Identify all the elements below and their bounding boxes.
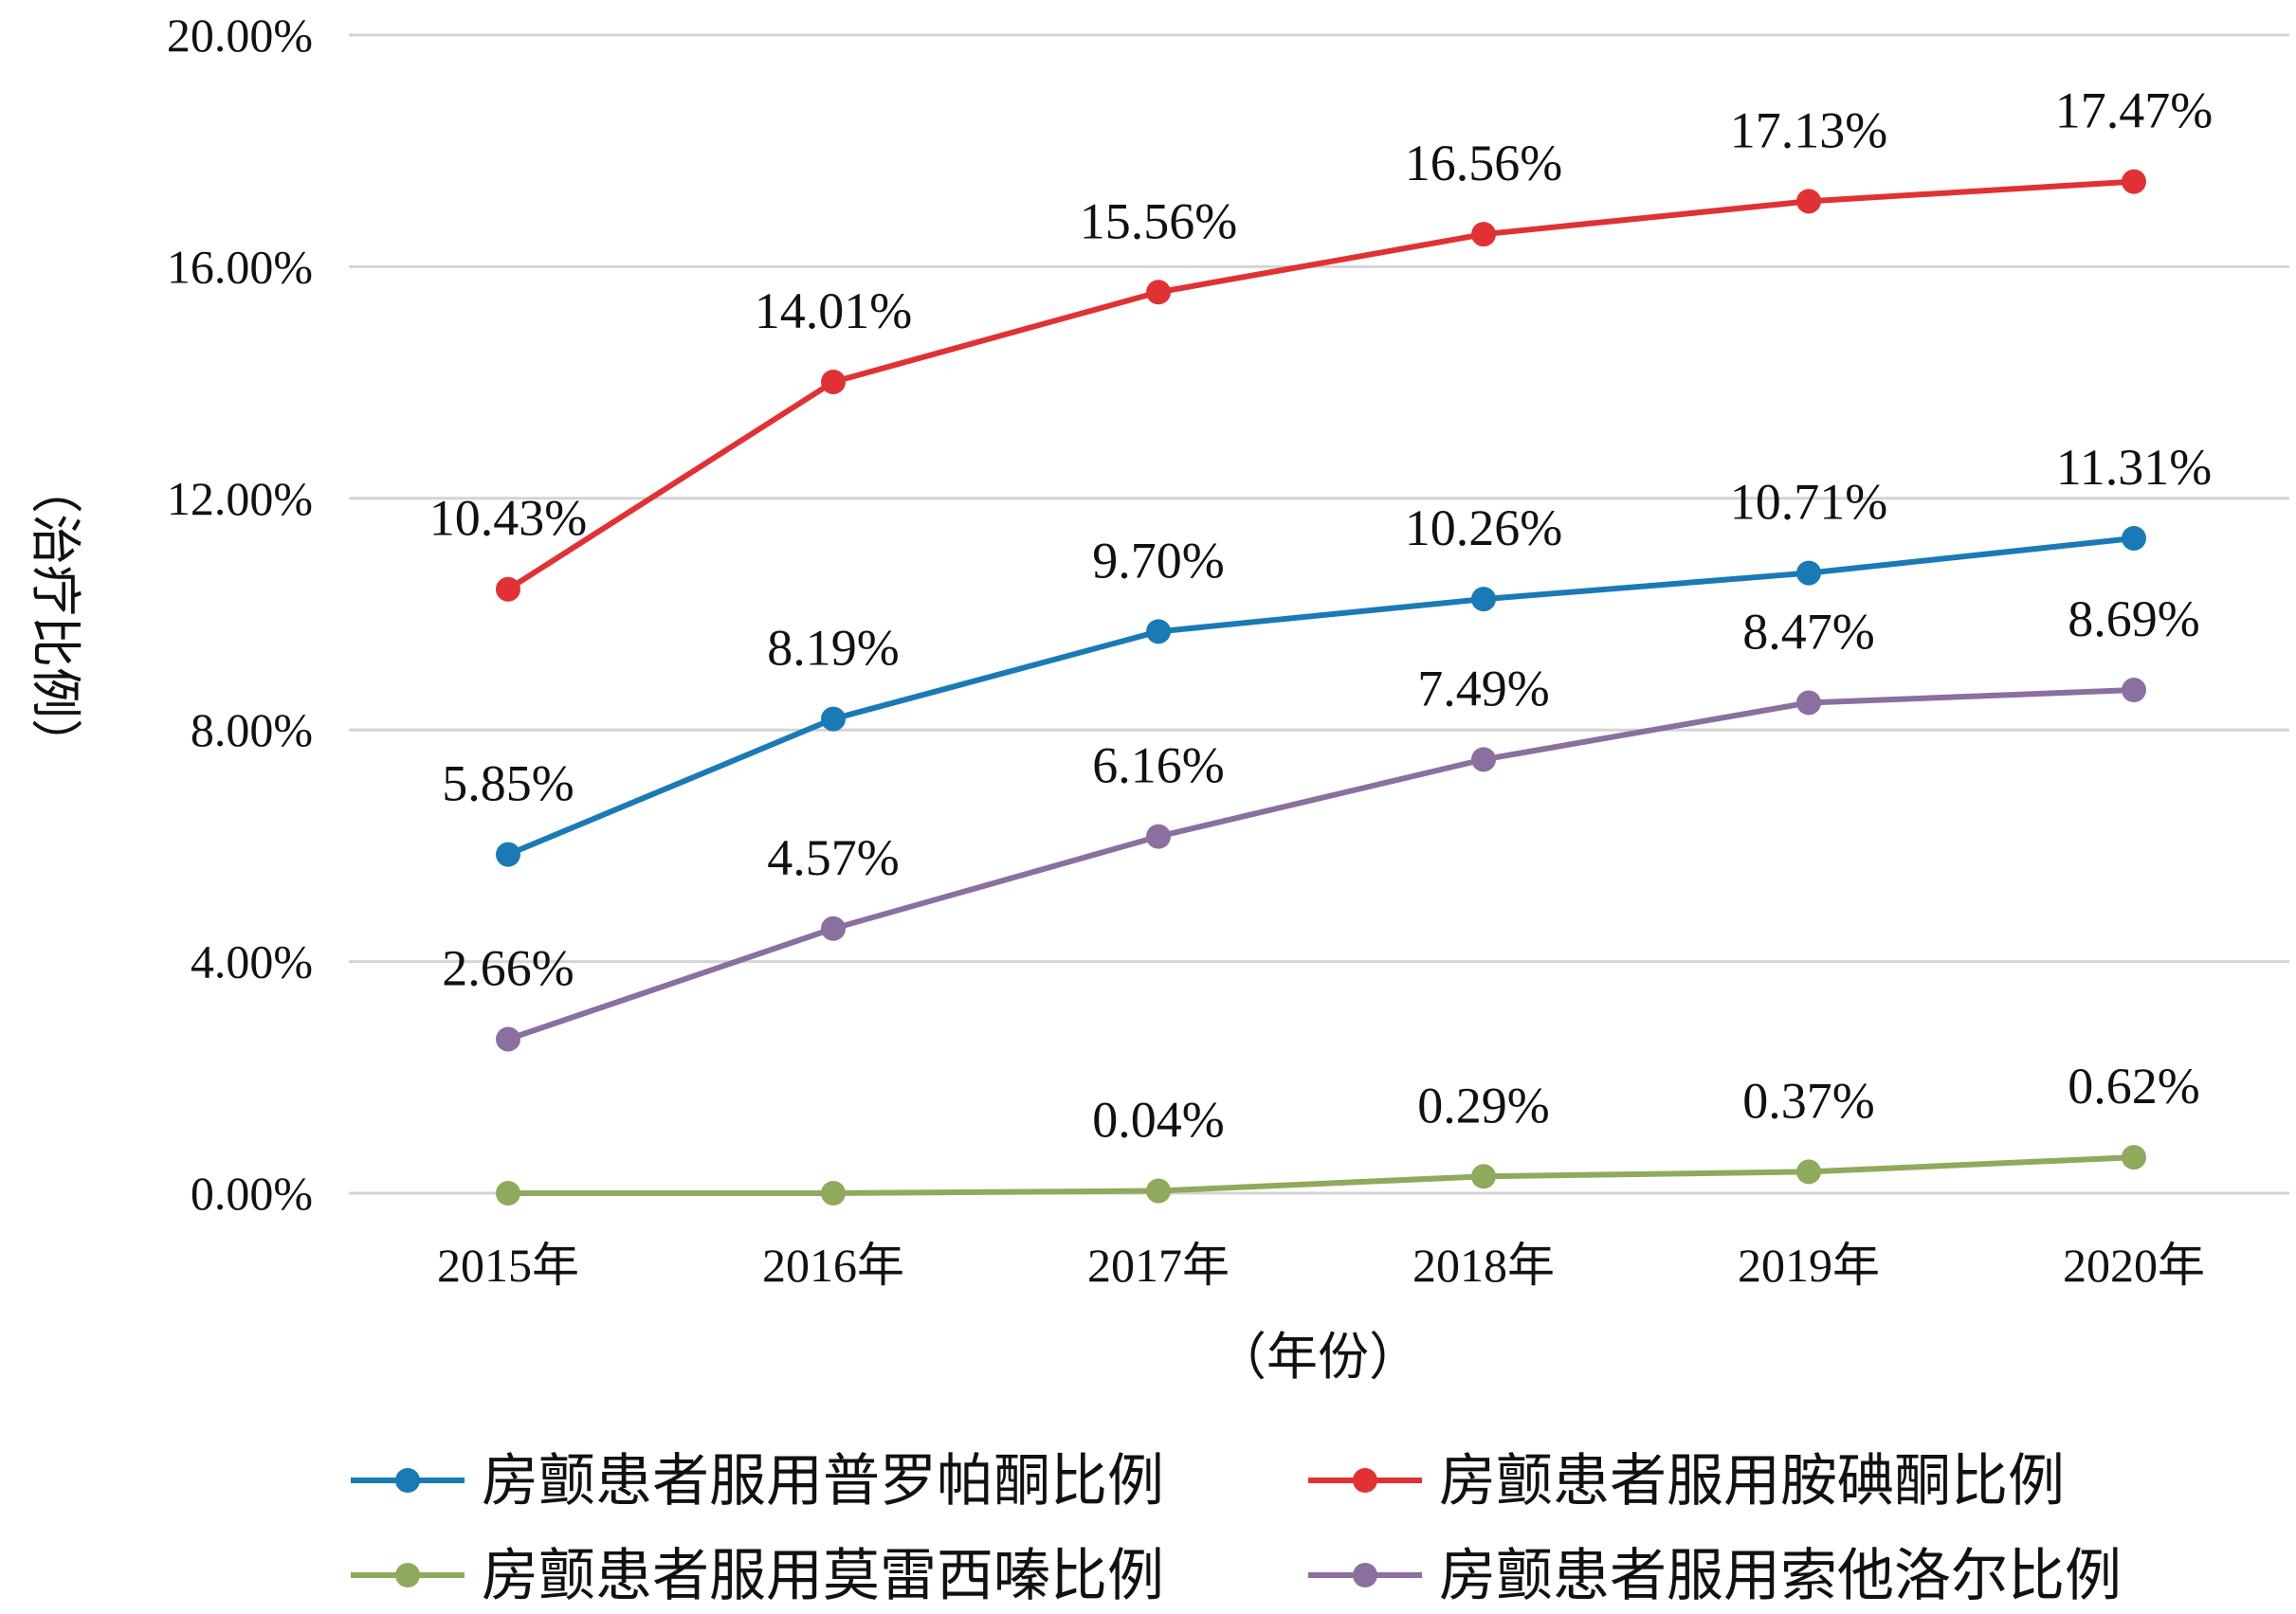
data-point [821, 1181, 846, 1206]
data-label: 10.71% [1730, 474, 1887, 531]
series-line [508, 1154, 2135, 1196]
y-tick-label: 8.00% [191, 703, 313, 756]
y-tick-label: 20.00% [167, 9, 313, 62]
legend-marker [1353, 1468, 1377, 1493]
data-label: 8.69% [2068, 590, 2199, 647]
data-point [2122, 1145, 2146, 1170]
x-tick-label: 2017年 [1087, 1239, 1230, 1292]
data-point [1146, 280, 1171, 305]
data-label: 2.66% [442, 939, 574, 996]
data-label: 10.43% [429, 490, 587, 547]
data-point [1796, 1159, 1821, 1185]
legend-item: 房颤患者服用普罗帕酮比例 [351, 1450, 1164, 1513]
data-labels: 5.85% 8.19% 9.70% 10.26% 10.71% 11.31% 10.43% 1… [429, 82, 2213, 1149]
y-axis-title: （治疗比例） [27, 462, 83, 770]
data-point [1146, 824, 1171, 849]
data-point [496, 1181, 520, 1206]
x-tick-label: 2019年 [1738, 1239, 1880, 1292]
data-label: 8.19% [767, 620, 899, 677]
y-tick-label: 0.00% [191, 1167, 313, 1220]
data-point [1796, 690, 1821, 716]
data-point [1471, 587, 1496, 612]
data-label: 6.16% [1092, 737, 1224, 794]
data-point [1471, 1164, 1496, 1189]
legend-marker [1353, 1563, 1377, 1587]
legend-item: 房颤患者服用胺碘酮比例 [1308, 1450, 2065, 1513]
data-point [1146, 619, 1171, 644]
legend-label: 房颤患者服用索他洛尔比例 [1439, 1545, 2122, 1607]
data-point [1146, 1178, 1171, 1204]
series-line [506, 535, 2135, 858]
y-tick-label: 4.00% [191, 935, 313, 988]
legend-marker [395, 1468, 420, 1493]
data-point [821, 706, 846, 732]
data-label: 0.62% [2068, 1058, 2199, 1115]
data-label: 8.47% [1742, 603, 1874, 660]
data-label: 15.56% [1080, 192, 1237, 249]
legend-item: 房颤患者服用莫雷西嗪比例 [351, 1545, 1164, 1607]
data-label: 4.57% [767, 829, 899, 886]
x-tick-label: 2020年 [2063, 1239, 2205, 1292]
legend-item: 房颤患者服用索他洛尔比例 [1308, 1545, 2122, 1607]
data-label: 10.26% [1405, 499, 1562, 556]
data-label: 5.85% [442, 755, 574, 812]
legend-label: 房颤患者服用普罗帕酮比例 [482, 1450, 1164, 1513]
y-axis-ticks: 0.00% 4.00% 8.00% 12.00% 16.00% 20.00% [167, 9, 313, 1220]
legend-marker [395, 1563, 420, 1587]
y-tick-label: 16.00% [167, 240, 313, 293]
data-label: 0.29% [1417, 1077, 1549, 1133]
gridlines [349, 33, 2289, 1195]
data-label: 9.70% [1092, 532, 1224, 589]
series-group [496, 169, 2146, 1206]
x-tick-label: 2016年 [762, 1239, 904, 1292]
x-tick-label: 2018年 [1412, 1239, 1555, 1292]
x-axis-ticks: 2015年 2016年 2017年 2018年 2019年 2020年 [437, 1239, 2205, 1292]
data-label: 0.37% [1742, 1072, 1874, 1129]
data-point [821, 916, 846, 941]
series-line [506, 178, 2135, 592]
data-point [496, 1026, 520, 1052]
legend-label: 房颤患者服用胺碘酮比例 [1439, 1450, 2065, 1513]
series-line [507, 687, 2135, 1043]
data-point [2122, 525, 2146, 551]
data-label: 17.13% [1730, 101, 1887, 158]
data-point [496, 842, 520, 867]
y-tick-label: 12.00% [167, 472, 313, 525]
data-label: 7.49% [1417, 660, 1549, 716]
data-point [1796, 189, 1821, 214]
legend-label: 房颤患者服用莫雷西嗪比例 [482, 1545, 1164, 1607]
data-point [2122, 169, 2146, 194]
data-label: 14.01% [755, 282, 912, 339]
data-point [1471, 222, 1496, 247]
data-point [1471, 747, 1496, 772]
x-axis-title: （年份） [1215, 1329, 1420, 1386]
data-point [1796, 560, 1821, 586]
data-point [821, 369, 846, 394]
data-label: 11.31% [2056, 439, 2212, 496]
data-label: 17.47% [2055, 82, 2213, 139]
x-tick-label: 2015年 [437, 1239, 579, 1292]
data-point [496, 576, 520, 602]
data-point [2122, 678, 2146, 703]
data-label: 16.56% [1405, 135, 1562, 191]
data-label: 0.04% [1092, 1092, 1224, 1149]
